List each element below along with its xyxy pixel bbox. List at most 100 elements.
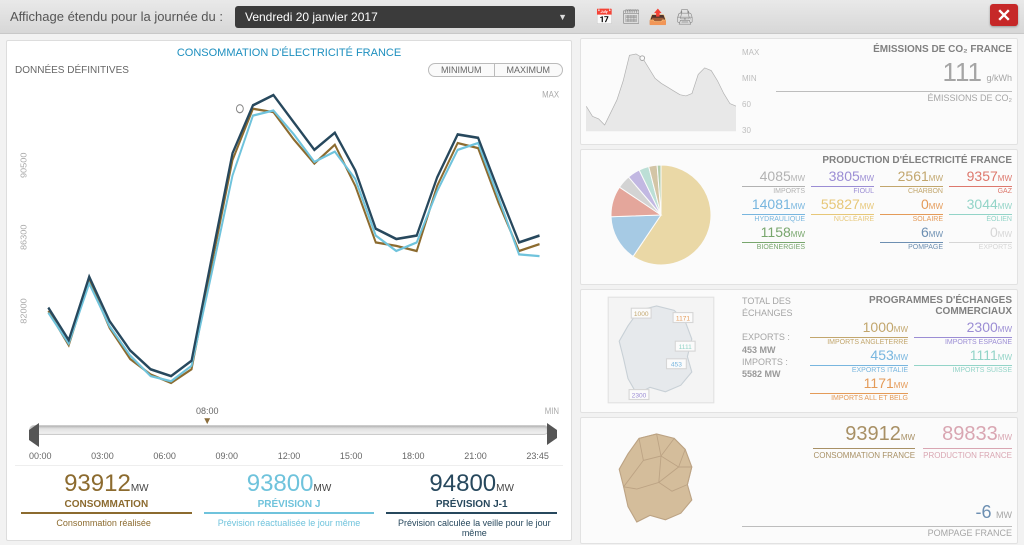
svg-text:90500: 90500 <box>19 152 28 178</box>
production-cell: 3805MW FIOUL <box>811 168 874 195</box>
minimum-button[interactable]: MINIMUM <box>428 63 495 77</box>
chart-header: DONNÉES DÉFINITIVES MINIMUM MAXIMUM <box>15 63 563 77</box>
time-ticks: 00:0003:0006:0009:0012:0015:0018:0021:00… <box>29 451 549 461</box>
time-marker: 08:00 <box>196 406 219 427</box>
production-cell: 0MW SOLAIRE <box>880 196 943 223</box>
main: CONSOMMATION D'ÉLECTRICITÉ FRANCE DONNÉE… <box>0 34 1024 545</box>
production-cell: 6MW POMPAGE <box>880 224 943 251</box>
pompage-metric: -6 MW POMPAGE FRANCE <box>742 502 1012 538</box>
svg-text:MAX: MAX <box>542 89 559 100</box>
exchanges-map: 1000 1171 1111 453 2300 <box>586 295 736 405</box>
time-tick: 21:00 <box>464 451 487 461</box>
exchange-cell: 453MW EXPORTS ITALIE <box>810 347 908 374</box>
time-tick: 23:45 <box>526 451 549 461</box>
exchanges-panel: 1000 1171 1111 453 2300 TOTAL DES ÉCHANG… <box>580 289 1018 413</box>
time-tick: 12:00 <box>278 451 301 461</box>
date-select[interactable]: Vendredi 20 janvier 2017 <box>235 6 575 28</box>
topbar: Affichage étendu pour la journée du : Ve… <box>0 0 1024 34</box>
kpi-blue: 93800MW PRÉVISION J <box>198 470 381 514</box>
export-icon[interactable]: 📤 <box>649 8 668 26</box>
time-tick: 09:00 <box>216 451 239 461</box>
production-pie <box>586 155 736 275</box>
regional-map <box>586 423 736 533</box>
production-cell: 9357MW GAZ <box>949 168 1012 195</box>
co2-panel: MAXMIN6030 ÉMISSIONS DE CO₂ FRANCE 111 g… <box>580 38 1018 145</box>
date-select-value: Vendredi 20 janvier 2017 <box>245 10 378 24</box>
right-column: MAXMIN6030 ÉMISSIONS DE CO₂ FRANCE 111 g… <box>580 34 1024 545</box>
timeline-next-button[interactable] <box>547 423 563 445</box>
time-tick: 03:00 <box>91 451 114 461</box>
production-grid: 4085MW IMPORTS 3805MW FIOUL 2561MW CHARB… <box>742 168 1012 251</box>
chart-title: CONSOMMATION D'ÉLECTRICITÉ FRANCE <box>15 45 563 63</box>
kpi-row: 93912MW CONSOMMATION 93800MW PRÉVISION J… <box>15 465 563 514</box>
co2-metric: 111 g/kWh ÉMISSIONS DE CO₂ <box>776 57 1012 103</box>
chart-area: 82000 86300 90500 MAX MIN <box>15 79 563 423</box>
production-cell: 0MW EXPORTS <box>949 224 1012 251</box>
svg-text:1000: 1000 <box>634 311 649 318</box>
co2-title: ÉMISSIONS DE CO₂ FRANCE <box>776 44 1012 55</box>
print-icon[interactable]: 🖨 <box>675 8 694 26</box>
consumption-chart: 82000 86300 90500 MAX MIN <box>15 79 563 423</box>
close-icon <box>998 9 1010 21</box>
production-cell: 2561MW CHARBON <box>880 168 943 195</box>
production-cell: 4085MW IMPORTS <box>742 168 805 195</box>
time-tick: 15:00 <box>340 451 363 461</box>
timeline-prev-button[interactable] <box>15 423 39 447</box>
time-tick: 18:00 <box>402 451 425 461</box>
regional-content: 93912MW CONSOMMATION FRANCE 89833MW PROD… <box>742 423 1012 538</box>
data-status-label: DONNÉES DÉFINITIVES <box>15 65 129 76</box>
calendar-day-icon[interactable]: 📅 <box>595 8 614 26</box>
exchange-cell: 2300MW IMPORTS ESPAGNE <box>914 319 1012 346</box>
production-cell: 1158MW BIOÉNERGIES <box>742 224 805 251</box>
svg-text:453: 453 <box>671 362 682 369</box>
exchanges-content: PROGRAMMES D'ÉCHANGES COMMERCIAUX 1000MW… <box>810 295 1012 407</box>
production-cell: 55827MW NUCLÉAIRE <box>811 196 874 223</box>
production-cell: 3044MW ÉOLIEN <box>949 196 1012 223</box>
production-title: PRODUCTION D'ÉLECTRICITÉ FRANCE <box>742 155 1012 166</box>
svg-text:1111: 1111 <box>679 344 693 351</box>
exchange-cell: 1171MW IMPORTS ALL ET BELG <box>810 375 908 402</box>
regional-map-wrap <box>586 423 736 538</box>
timeline: 08:00 <box>15 425 563 449</box>
topbar-label: Affichage étendu pour la journée du : <box>10 9 223 24</box>
regional-panel: 93912MW CONSOMMATION FRANCE 89833MW PROD… <box>580 417 1018 544</box>
timeline-track[interactable] <box>29 425 549 435</box>
legend-row: Consommation réalisée Prévision réactuali… <box>15 518 563 538</box>
exchanges-grid: 1000MW IMPORTS ANGLETERRE 2300MW IMPORTS… <box>810 319 1012 402</box>
co2-yticks: MAXMIN6030 <box>742 44 770 139</box>
close-button[interactable] <box>990 4 1018 26</box>
minmax-buttons: MINIMUM MAXIMUM <box>428 63 563 77</box>
exchange-cell: 1000MW IMPORTS ANGLETERRE <box>810 319 908 346</box>
co2-unit: g/kWh <box>986 73 1012 83</box>
pie-wrap <box>586 155 736 279</box>
kpi-brown: 93912MW CONSOMMATION <box>15 470 198 514</box>
svg-text:2300: 2300 <box>632 392 647 399</box>
production-cell: 14081MW HYDRAULIQUE <box>742 196 805 223</box>
exchange-cell: 1111MW IMPORTS SUISSE <box>914 347 1012 374</box>
svg-text:MIN: MIN <box>545 405 559 416</box>
consumption-panel: CONSOMMATION D'ÉLECTRICITÉ FRANCE DONNÉE… <box>6 40 572 541</box>
svg-text:86300: 86300 <box>19 224 28 250</box>
legend-item: Prévision calculée la veille pour le jou… <box>386 518 563 538</box>
production-cell <box>811 224 874 251</box>
kpi-dark: 94800MW PRÉVISION J-1 <box>380 470 563 514</box>
co2-sparkline-wrap <box>586 44 736 139</box>
regional-metric: 89833MW PRODUCTION FRANCE <box>923 423 1012 460</box>
maximum-button[interactable]: MAXIMUM <box>495 63 564 77</box>
time-tick: 06:00 <box>153 451 176 461</box>
legend-item: Prévision réactualisée le jour même <box>200 518 377 538</box>
calendar-week-icon[interactable]: 🗓 <box>622 8 641 26</box>
legend-item: Consommation réalisée <box>15 518 192 538</box>
co2-label: ÉMISSIONS DE CO₂ <box>776 93 1012 103</box>
left-column: CONSOMMATION D'ÉLECTRICITÉ FRANCE DONNÉE… <box>0 34 580 545</box>
production-content: PRODUCTION D'ÉLECTRICITÉ FRANCE 4085MW I… <box>742 155 1012 279</box>
co2-value: 111 <box>943 57 983 87</box>
exchanges-summary: TOTAL DES ÉCHANGES EXPORTS : 453 MW IMPO… <box>742 295 804 407</box>
regional-metric: 93912MW CONSOMMATION FRANCE <box>813 423 915 460</box>
svg-text:82000: 82000 <box>19 298 28 324</box>
production-panel: PRODUCTION D'ÉLECTRICITÉ FRANCE 4085MW I… <box>580 149 1018 285</box>
co2-sparkline <box>586 44 736 134</box>
svg-text:1171: 1171 <box>676 315 691 322</box>
exchanges-map-wrap: 1000 1171 1111 453 2300 <box>586 295 736 407</box>
regional-dual: 93912MW CONSOMMATION FRANCE 89833MW PROD… <box>742 423 1012 460</box>
